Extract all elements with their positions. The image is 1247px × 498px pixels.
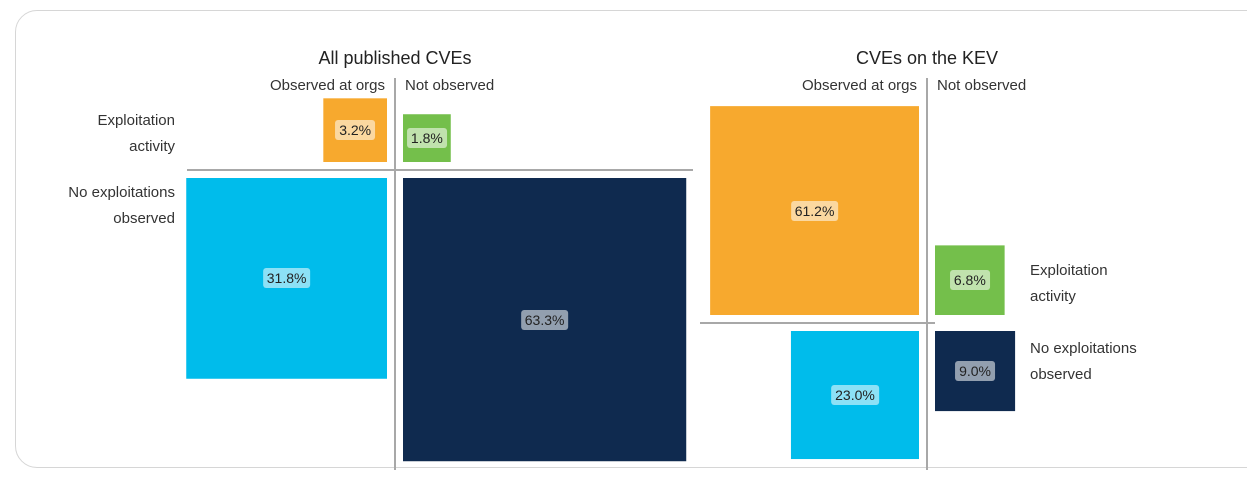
value-label: 31.8% xyxy=(262,268,311,289)
column-label: Observed at orgs xyxy=(801,77,917,94)
column-label: Not observed xyxy=(405,77,495,94)
row-label: No exploitations observed xyxy=(68,184,175,227)
value-label: 9.0% xyxy=(955,361,996,382)
column-label: Observed at orgs xyxy=(269,77,385,94)
column-label: Not observed xyxy=(937,77,1027,94)
value-label: 1.8% xyxy=(406,128,447,149)
row-label: Exploitation activity xyxy=(97,112,175,155)
row-label: Exploitation activity xyxy=(1030,262,1108,305)
value-label: 63.3% xyxy=(520,309,569,330)
value-label: 6.8% xyxy=(949,270,990,291)
chart-title: CVEs on the KEV xyxy=(855,48,999,68)
row-label: No exploitations observed xyxy=(1030,340,1137,383)
value-label: 61.2% xyxy=(790,200,839,221)
value-label: 3.2% xyxy=(335,120,376,141)
value-label: 23.0% xyxy=(831,385,879,406)
chart-title: All published CVEs xyxy=(318,48,472,68)
card xyxy=(15,10,1247,468)
